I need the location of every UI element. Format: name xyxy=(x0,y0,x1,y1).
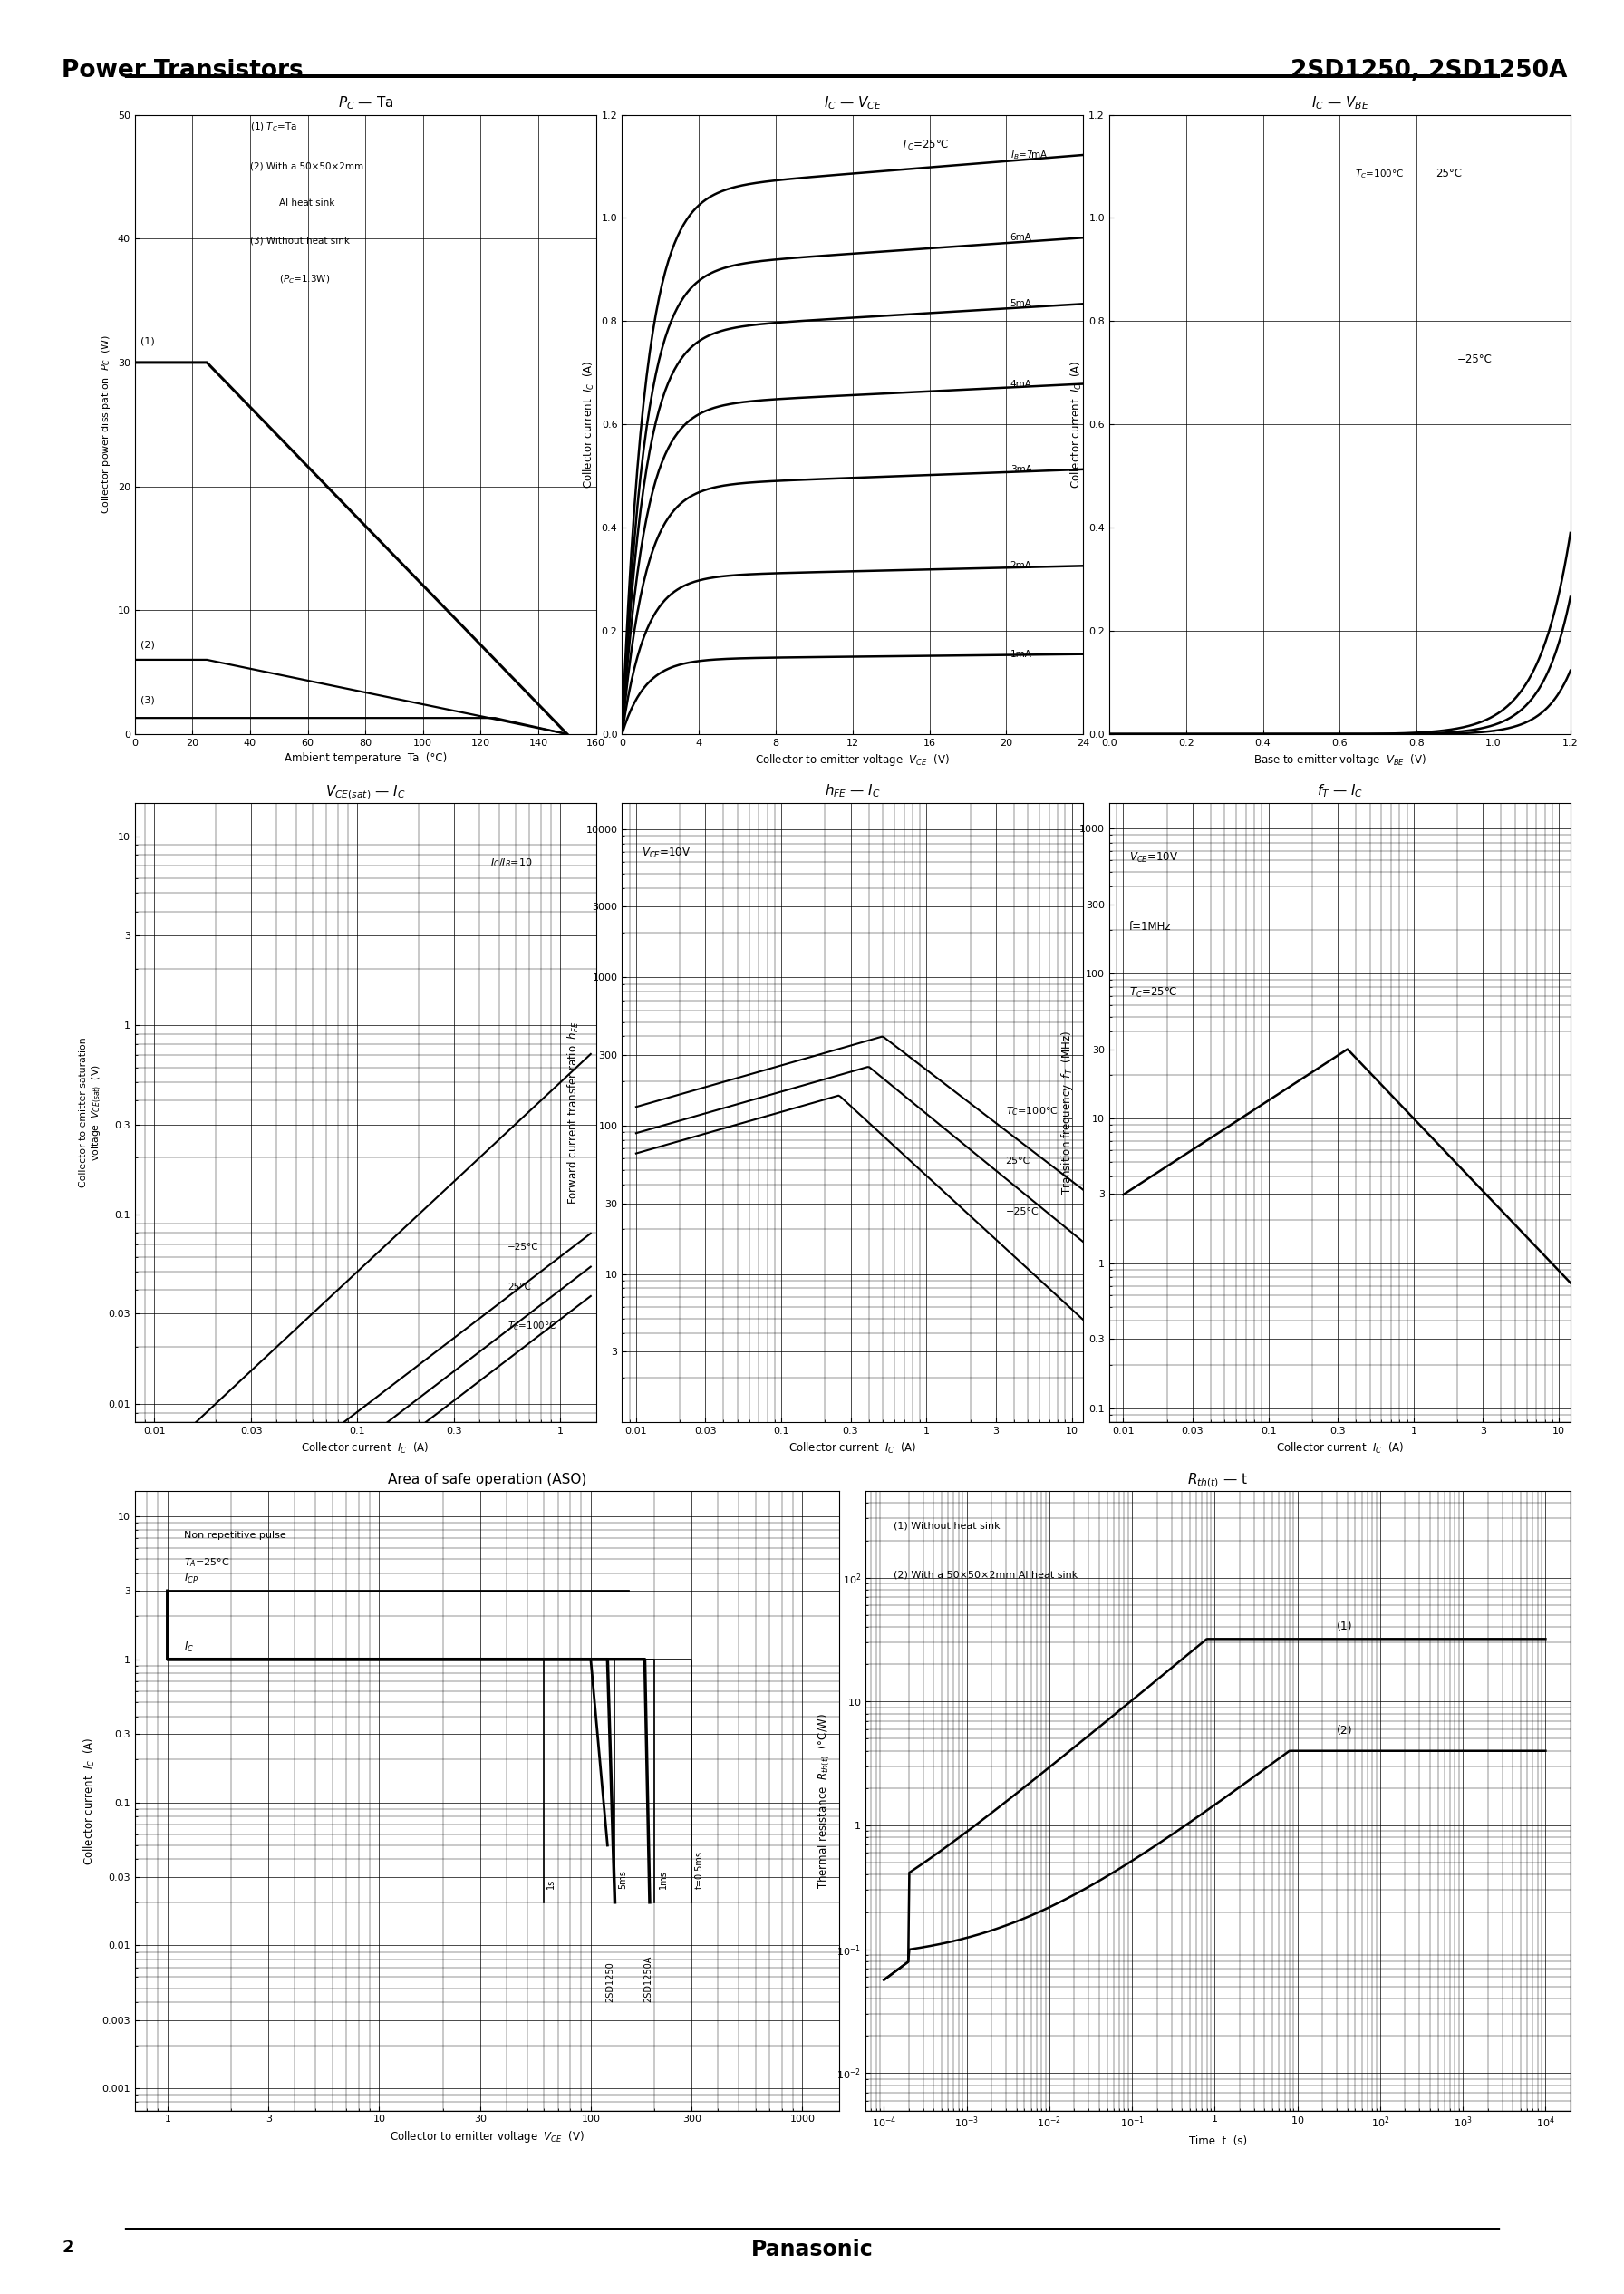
Text: 2: 2 xyxy=(62,2239,75,2257)
Text: −25°C: −25°C xyxy=(1005,1207,1039,1216)
Y-axis label: Collector current  $I_C$  (A): Collector current $I_C$ (A) xyxy=(83,1737,97,1865)
X-axis label: Ambient temperature  Ta  (°C): Ambient temperature Ta (°C) xyxy=(284,752,447,764)
Text: 25°C: 25°C xyxy=(508,1282,531,1292)
Y-axis label: Transition frequency  $f_T$  (MHz): Transition frequency $f_T$ (MHz) xyxy=(1059,1030,1075,1195)
Text: (1) Without heat sink: (1) Without heat sink xyxy=(893,1521,1000,1530)
Text: $I_B$=7mA: $I_B$=7mA xyxy=(1010,149,1047,161)
Text: (2) With a 50×50×2mm Al heat sink: (2) With a 50×50×2mm Al heat sink xyxy=(893,1571,1078,1581)
X-axis label: Collector to emitter voltage  $V_{CE}$  (V): Collector to emitter voltage $V_{CE}$ (V… xyxy=(755,752,950,768)
Text: (2) With a 50×50×2mm: (2) With a 50×50×2mm xyxy=(250,163,364,170)
Text: 5ms: 5ms xyxy=(619,1870,627,1888)
Text: 1ms: 1ms xyxy=(659,1870,667,1888)
Text: $T_C$=25°C: $T_C$=25°C xyxy=(901,138,948,151)
X-axis label: Collector to emitter voltage  $V_{CE}$  (V): Collector to emitter voltage $V_{CE}$ (V… xyxy=(390,2129,585,2145)
Text: $T_C$=100°C: $T_C$=100°C xyxy=(1005,1106,1057,1117)
Text: −25°C: −25°C xyxy=(1457,353,1492,365)
Text: 1mA: 1mA xyxy=(1010,649,1031,658)
Text: $V_{CE}$=10V: $V_{CE}$=10V xyxy=(1129,851,1179,865)
Title: $f_T$ — $I_C$: $f_T$ — $I_C$ xyxy=(1317,782,1363,801)
Text: Panasonic: Panasonic xyxy=(750,2239,874,2260)
Text: $I_C$: $I_C$ xyxy=(184,1640,195,1654)
Text: ($P_C$=1.3W): ($P_C$=1.3W) xyxy=(279,273,330,284)
Text: 3mA: 3mA xyxy=(1010,466,1031,475)
X-axis label: Base to emitter voltage  $V_{BE}$  (V): Base to emitter voltage $V_{BE}$ (V) xyxy=(1254,752,1426,768)
Text: (3) Without heat sink: (3) Without heat sink xyxy=(250,236,349,245)
X-axis label: Collector current  $I_C$  (A): Collector current $I_C$ (A) xyxy=(302,1441,429,1454)
Y-axis label: Thermal resistance  $R_{th(t)}$  (°C/W): Thermal resistance $R_{th(t)}$ (°C/W) xyxy=(815,1714,831,1888)
Text: Al heat sink: Al heat sink xyxy=(279,200,335,209)
Title: $h_{FE}$ — $I_C$: $h_{FE}$ — $I_C$ xyxy=(825,782,880,801)
X-axis label: Collector current  $I_C$  (A): Collector current $I_C$ (A) xyxy=(789,1441,916,1454)
Title: $I_C$ — $V_{CE}$: $I_C$ — $V_{CE}$ xyxy=(823,94,882,112)
Text: (3): (3) xyxy=(141,695,154,704)
Text: −25°C: −25°C xyxy=(508,1243,539,1253)
Text: 2mA: 2mA xyxy=(1010,562,1031,571)
Title: $I_C$ — $V_{BE}$: $I_C$ — $V_{BE}$ xyxy=(1311,94,1369,112)
Text: (2): (2) xyxy=(141,640,154,649)
Text: 2SD1250A: 2SD1250A xyxy=(643,1957,653,2003)
Text: 6mA: 6mA xyxy=(1010,234,1031,243)
X-axis label: Time  t  (s): Time t (s) xyxy=(1189,2136,1247,2147)
Text: $V_{CE}$=10V: $V_{CE}$=10V xyxy=(641,846,692,860)
Y-axis label: Collector to emitter saturation
voltage  $V_{CE(sat)}$  (V): Collector to emitter saturation voltage … xyxy=(80,1037,102,1188)
Text: Power Transistors: Power Transistors xyxy=(62,60,304,83)
Title: $R_{th(t)}$ — t: $R_{th(t)}$ — t xyxy=(1187,1470,1249,1489)
Text: 25°C: 25°C xyxy=(1005,1156,1030,1165)
X-axis label: Collector current  $I_C$  (A): Collector current $I_C$ (A) xyxy=(1276,1441,1403,1454)
Text: $T_C$=25°C: $T_C$=25°C xyxy=(1129,986,1177,1000)
Text: 2SD1250: 2SD1250 xyxy=(606,1961,615,2003)
Text: $I_{CP}$: $I_{CP}$ xyxy=(184,1571,200,1585)
Text: (1): (1) xyxy=(141,337,154,346)
Title: $V_{CE(sat)}$ — $I_C$: $V_{CE(sat)}$ — $I_C$ xyxy=(325,782,406,801)
Text: 25°C: 25°C xyxy=(1436,167,1462,179)
Y-axis label: Collector power dissipation  $P_C$  (W): Collector power dissipation $P_C$ (W) xyxy=(99,335,112,514)
Text: (1) $T_C$=Ta: (1) $T_C$=Ta xyxy=(250,122,297,133)
Title: $P_C$ — Ta: $P_C$ — Ta xyxy=(338,94,393,112)
Text: 2SD1250, 2SD1250A: 2SD1250, 2SD1250A xyxy=(1291,60,1567,83)
Y-axis label: Collector current  $I_C$  (A): Collector current $I_C$ (A) xyxy=(581,360,596,489)
Text: 1s: 1s xyxy=(547,1879,555,1888)
Text: $T_C$=100°C: $T_C$=100°C xyxy=(508,1319,557,1333)
Text: Non repetitive pulse: Non repetitive pulse xyxy=(184,1530,286,1539)
Text: $T_A$=25°C: $T_A$=25°C xyxy=(184,1558,231,1569)
Text: $I_C/I_B$=10: $I_C/I_B$=10 xyxy=(490,856,533,869)
Text: 5mA: 5mA xyxy=(1010,298,1031,307)
Text: f=1MHz: f=1MHz xyxy=(1129,920,1171,931)
Text: $T_C$=100°C: $T_C$=100°C xyxy=(1354,167,1405,181)
Text: (1): (1) xyxy=(1337,1620,1353,1633)
Y-axis label: Collector current  $I_C$  (A): Collector current $I_C$ (A) xyxy=(1069,360,1083,489)
Text: (2): (2) xyxy=(1337,1725,1353,1737)
Text: 4mA: 4mA xyxy=(1010,379,1031,388)
Title: Area of safe operation (ASO): Area of safe operation (ASO) xyxy=(388,1473,586,1487)
Y-axis label: Forward current transfer ratio  $h_{FE}$: Forward current transfer ratio $h_{FE}$ xyxy=(567,1021,581,1204)
Text: t=0.5ms: t=0.5ms xyxy=(695,1851,703,1888)
